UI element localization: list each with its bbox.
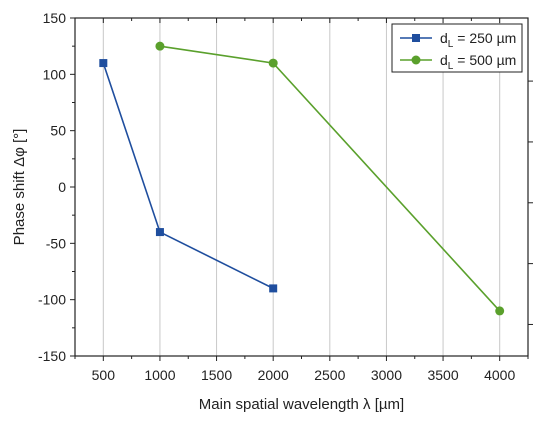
y-tick-label: 150 <box>43 10 67 26</box>
axes: 500 1000 1500 2000 2500 3000 3500 4000150100500… <box>38 10 533 383</box>
y-tick-label: 0 <box>58 179 66 195</box>
y-tick-label: -50 <box>46 235 66 251</box>
x-tick-label: 3500 <box>427 367 458 383</box>
x-tick-label: 2500 <box>314 367 345 383</box>
series <box>99 41 505 316</box>
x-axis-label: Main spatial wavelength λ [µm] <box>199 396 404 413</box>
legend-marker-circle <box>411 55 421 65</box>
data-point-circle <box>268 58 278 68</box>
y-tick-label: 100 <box>43 66 67 82</box>
x-tick-label: 4000 <box>484 367 515 383</box>
data-point-square <box>155 228 164 237</box>
data-point-square <box>99 59 108 68</box>
x-tick-label: 1500 <box>201 367 232 383</box>
x-tick-label: 1000 <box>144 367 175 383</box>
y-tick-label: 50 <box>50 123 66 139</box>
data-point-circle <box>495 306 505 316</box>
y-tick-label: -100 <box>38 292 66 308</box>
legend-marker-square <box>412 34 420 42</box>
data-point-square <box>269 284 278 293</box>
data-point-circle <box>155 41 165 51</box>
y-axis-label: Phase shift Δφ [°] <box>11 129 28 246</box>
series-2 <box>155 41 505 316</box>
x-tick-label: 2000 <box>258 367 289 383</box>
legend-entry-label: dL = 500 µm <box>440 52 516 72</box>
x-tick-label: 3000 <box>371 367 402 383</box>
series-line <box>102 62 274 290</box>
series-1 <box>99 59 278 293</box>
legend-entry-label: dL = 250 µm <box>440 30 516 50</box>
y-tick-label: -150 <box>38 348 66 364</box>
legend-box <box>391 23 523 73</box>
x-tick-label: 500 <box>92 367 116 383</box>
